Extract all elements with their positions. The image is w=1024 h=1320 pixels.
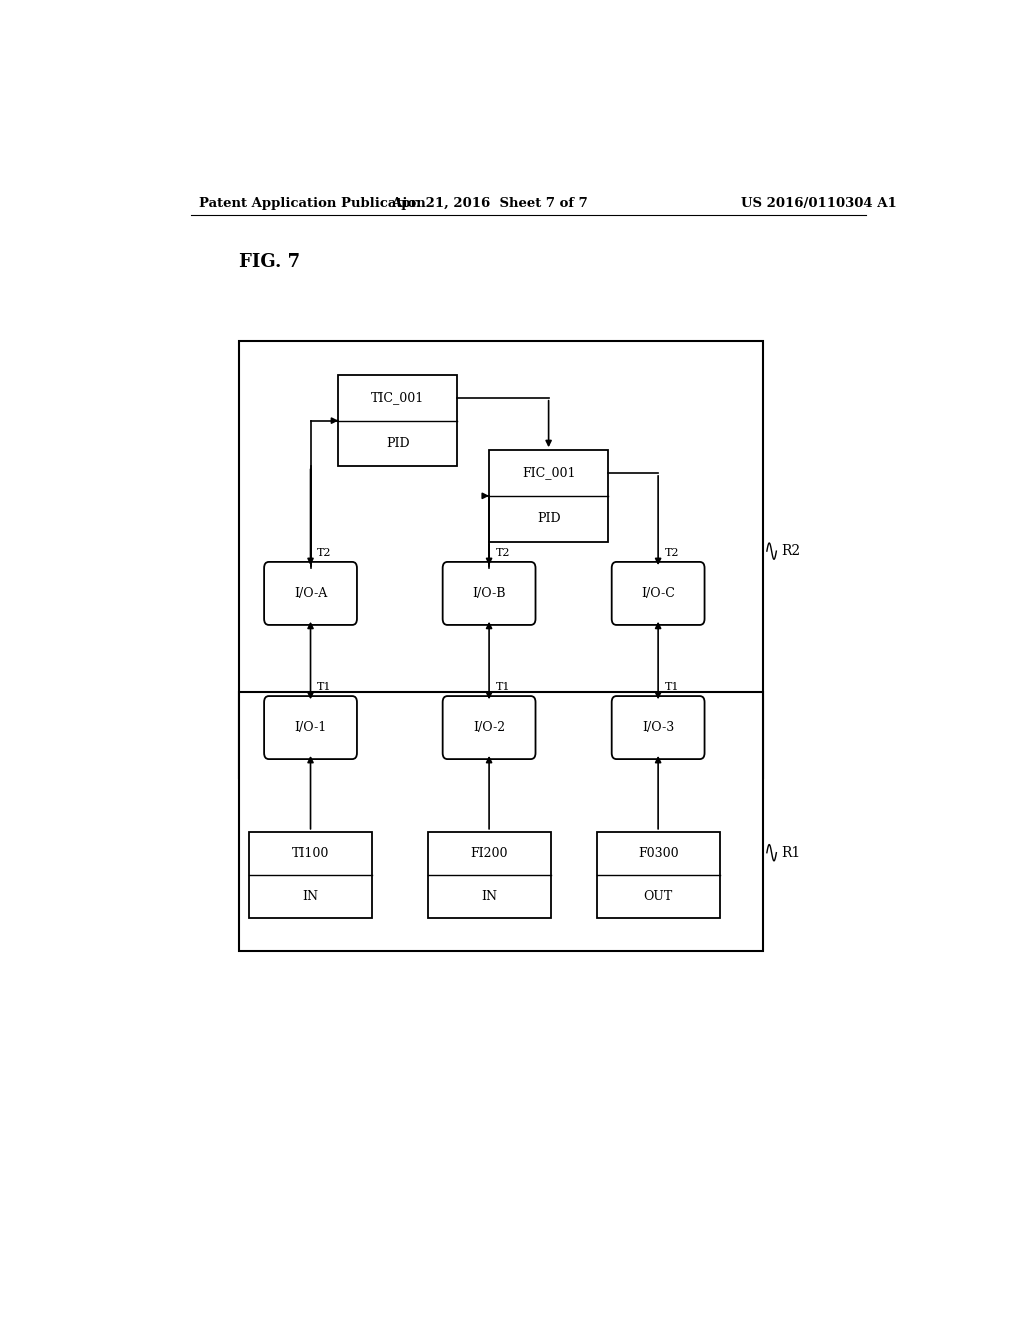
FancyBboxPatch shape (442, 696, 536, 759)
Text: I/O-2: I/O-2 (473, 721, 505, 734)
FancyBboxPatch shape (264, 696, 357, 759)
Text: T1: T1 (665, 682, 679, 692)
Bar (338, 375, 458, 466)
Text: I/O-B: I/O-B (472, 587, 506, 599)
Bar (597, 832, 720, 919)
Text: T1: T1 (496, 682, 510, 692)
Text: T2: T2 (665, 548, 679, 558)
Bar (489, 450, 608, 541)
Text: IN: IN (302, 890, 318, 903)
FancyBboxPatch shape (264, 562, 357, 624)
Text: US 2016/0110304 A1: US 2016/0110304 A1 (740, 197, 896, 210)
Text: PID: PID (537, 512, 560, 525)
Text: PID: PID (386, 437, 410, 450)
Bar (240, 342, 763, 779)
Bar (240, 692, 763, 952)
Text: R2: R2 (781, 544, 801, 558)
Text: T2: T2 (316, 548, 332, 558)
Text: T2: T2 (496, 548, 510, 558)
Text: R1: R1 (781, 846, 801, 859)
Text: I/O-1: I/O-1 (295, 721, 327, 734)
Text: I/O-3: I/O-3 (642, 721, 674, 734)
Text: T1: T1 (316, 682, 332, 692)
Text: I/O-C: I/O-C (641, 587, 675, 599)
Text: Apr. 21, 2016  Sheet 7 of 7: Apr. 21, 2016 Sheet 7 of 7 (391, 197, 588, 210)
Bar (428, 832, 551, 919)
Text: F0300: F0300 (638, 847, 679, 859)
Text: TI100: TI100 (292, 847, 329, 859)
Bar (249, 832, 372, 919)
Text: I/O-A: I/O-A (294, 587, 327, 599)
FancyBboxPatch shape (611, 562, 705, 624)
Text: IN: IN (481, 890, 497, 903)
Text: FIG. 7: FIG. 7 (240, 253, 300, 271)
Text: TIC_001: TIC_001 (371, 391, 425, 404)
Text: OUT: OUT (643, 890, 673, 903)
Text: FI200: FI200 (470, 847, 508, 859)
FancyBboxPatch shape (611, 696, 705, 759)
FancyBboxPatch shape (442, 562, 536, 624)
Text: Patent Application Publication: Patent Application Publication (200, 197, 426, 210)
Text: FIC_001: FIC_001 (522, 466, 575, 479)
